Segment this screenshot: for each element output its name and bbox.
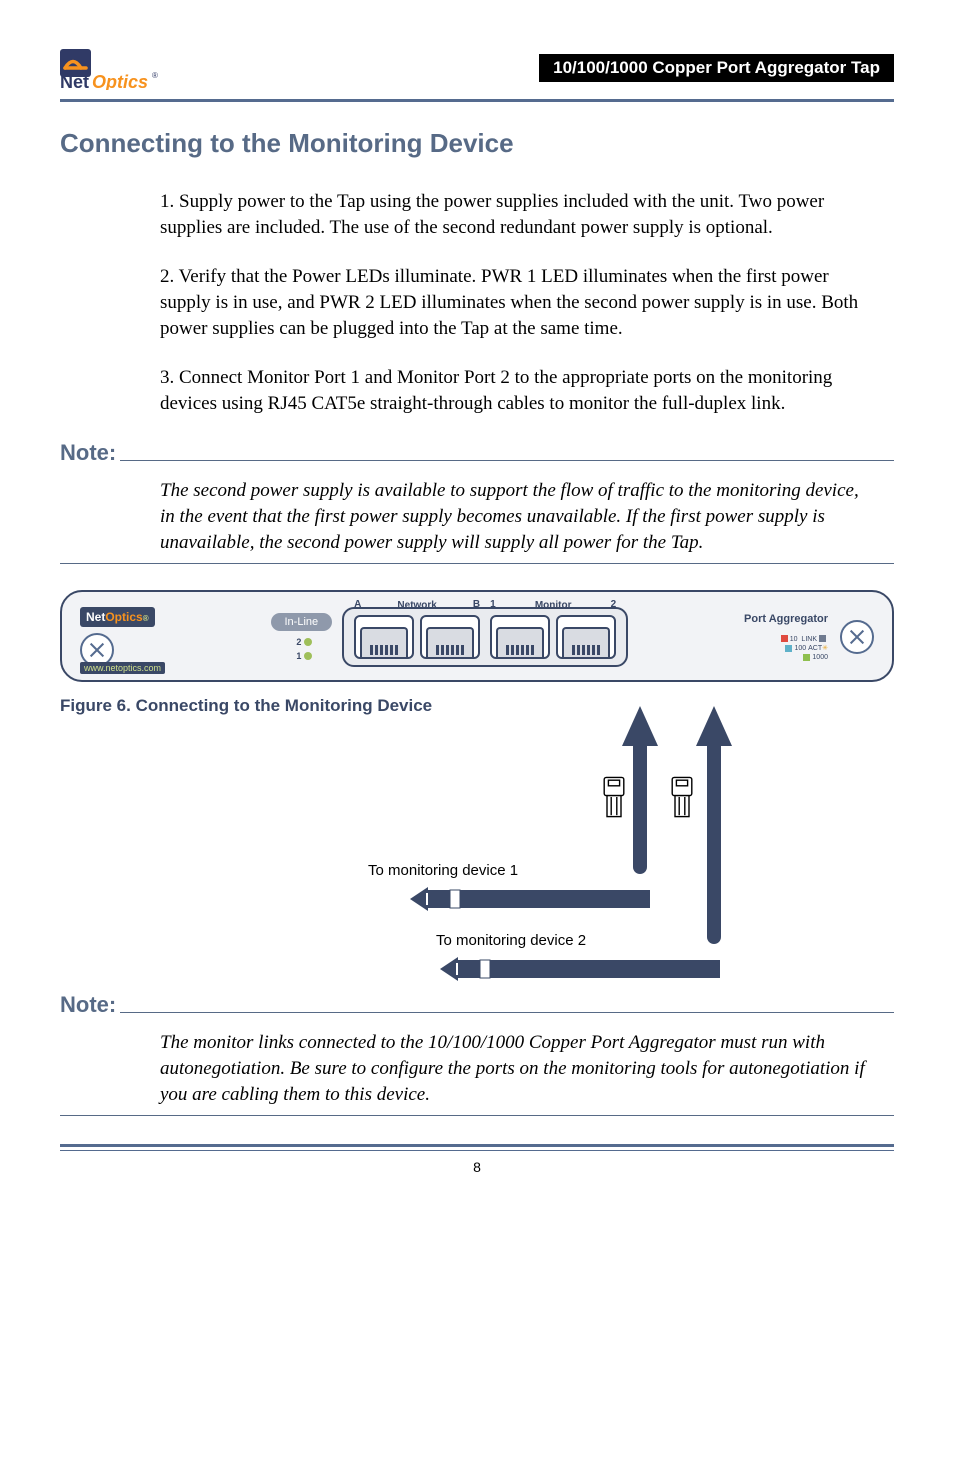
panel-brand-badge: NetOptics®	[80, 607, 155, 627]
cable-end-2-icon	[440, 954, 720, 989]
logo-net-text: Net	[60, 72, 89, 90]
cable-end-1-icon	[410, 884, 650, 919]
led-2-icon	[304, 638, 312, 646]
port-network-a	[354, 615, 414, 659]
network-ports: A B Network	[354, 615, 480, 659]
brand-logo: Net Optics ®	[60, 40, 220, 95]
instruction-3: 3. Connect Monitor Port 1 and Monitor Po…	[160, 365, 874, 416]
logo-optics-text: Optics	[92, 72, 148, 90]
header-rule	[60, 99, 894, 102]
note-2-end-rule	[60, 1115, 894, 1116]
led-1-icon	[304, 652, 312, 660]
device-front-panel: NetOptics® www.netoptics.com In-Line 2 1…	[60, 590, 894, 682]
note-1-heading: Note:	[60, 440, 894, 466]
ports-frame: A B Network 1 2 Monitor	[342, 607, 628, 667]
cable-label-2: To monitoring device 2	[436, 932, 586, 949]
inline-pill: In-Line	[271, 613, 333, 631]
monitor-ports: 1 2 Monitor	[490, 615, 616, 659]
page-number: 8	[60, 1159, 894, 1175]
screw-icon-right	[840, 620, 874, 654]
port-monitor-1	[490, 615, 550, 659]
instruction-2: 2. Verify that the Power LEDs illuminate…	[160, 264, 874, 341]
cable-diagram: To monitoring device 1 To monitoring dev…	[60, 710, 894, 990]
svg-text:®: ®	[152, 71, 158, 80]
power-leds: 2 1	[296, 637, 312, 661]
note-1-body: The second power supply is available to …	[160, 478, 874, 555]
instruction-list: 1. Supply power to the Tap using the pow…	[160, 189, 874, 416]
led-legend: 10 LINK 100 ACT✳ 1000	[744, 635, 828, 662]
port-aggregator-label: Port Aggregator	[744, 613, 828, 625]
port-monitor-2	[556, 615, 616, 659]
arrow-stem-2	[707, 744, 721, 944]
arrow-stem-1	[633, 744, 647, 874]
section-title: Connecting to the Monitoring Device	[60, 128, 894, 159]
rj45-plug-2-icon	[668, 772, 696, 822]
page-header: Net Optics ® 10/100/1000 Copper Port Agg…	[60, 40, 894, 95]
port-network-b	[420, 615, 480, 659]
network-title: Network	[354, 600, 480, 611]
arrow-monitor-1-icon	[622, 706, 658, 746]
note-rule-2	[120, 1012, 894, 1013]
note-1-end-rule	[60, 563, 894, 564]
instruction-1: 1. Supply power to the Tap using the pow…	[160, 189, 874, 240]
cable-label-1: To monitoring device 1	[368, 862, 518, 879]
monitor-title: Monitor	[490, 600, 616, 611]
note-rule	[120, 460, 894, 461]
note-2-body: The monitor links connected to the 10/10…	[160, 1030, 874, 1107]
arrow-monitor-2-icon	[696, 706, 732, 746]
rj45-plug-1-icon	[600, 772, 628, 822]
panel-url: www.netoptics.com	[80, 662, 165, 674]
note-label-2: Note:	[60, 992, 116, 1018]
note-2-heading: Note:	[60, 992, 894, 1018]
header-title-bar: 10/100/1000 Copper Port Aggregator Tap	[539, 54, 894, 82]
footer-rule-thin	[60, 1150, 894, 1151]
note-label: Note:	[60, 440, 116, 466]
footer-rule-thick	[60, 1144, 894, 1147]
